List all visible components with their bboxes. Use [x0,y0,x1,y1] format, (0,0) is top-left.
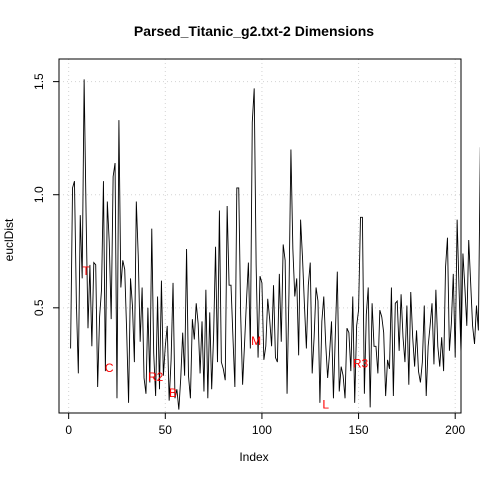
y-tick-label: 1.5 [32,73,46,90]
x-tick-label: 100 [252,423,272,437]
x-tick-label: 150 [349,423,369,437]
x-axis: 0 50 100 150 200 [65,412,466,437]
series-line [70,79,480,410]
grid [59,59,461,413]
y-tick-label: 0.5 [32,299,46,316]
x-axis-label: Index [239,450,268,464]
y-axis-label: euclDist [2,218,16,261]
annotation-label: T [82,264,90,278]
annotation-label: R2 [148,370,164,384]
annotation-label: M [251,334,261,348]
annotation-label: C [105,361,114,375]
x-tick-label: 50 [159,423,173,437]
series [70,79,480,410]
annotation-label: R3 [353,357,369,371]
annotation-label: L [322,397,329,411]
annotation-label: B [169,386,177,400]
chart-title: Parsed_Titanic_g2.txt-2 Dimensions [134,23,374,39]
x-tick-label: 0 [65,423,72,437]
annotations: T C R2 B M L R3 [82,264,368,411]
y-tick-label: 1.0 [32,186,46,203]
x-tick-label: 200 [445,423,465,437]
y-axis: 0.5 1.0 1.5 [32,73,60,316]
